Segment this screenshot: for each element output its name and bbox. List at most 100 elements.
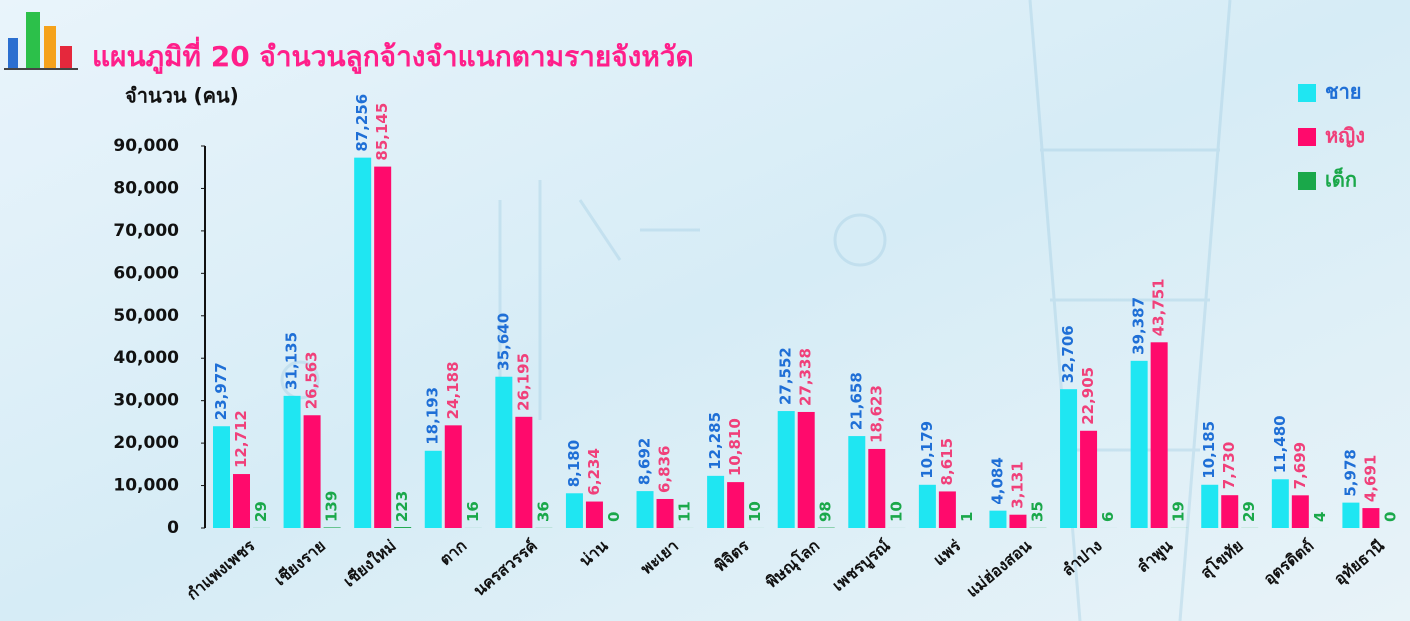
bar <box>213 426 230 528</box>
value-label: 139 <box>323 491 341 522</box>
value-label: 10 <box>746 501 764 522</box>
value-label: 32,706 <box>1059 325 1077 383</box>
legend-label: หญิง <box>1325 124 1365 148</box>
value-label: 11,480 <box>1271 415 1289 473</box>
bar <box>374 166 392 528</box>
bar <box>868 448 886 528</box>
value-label: 8,180 <box>565 440 583 487</box>
logo <box>4 12 78 70</box>
logo-bar <box>60 46 72 68</box>
value-label: 36 <box>534 501 552 522</box>
bar <box>938 491 956 528</box>
bar <box>797 411 815 528</box>
y-tick-label: 20,000 <box>113 433 179 453</box>
value-label: 8,692 <box>636 438 654 485</box>
value-label: 16 <box>464 501 482 522</box>
legend-swatch <box>1298 172 1316 190</box>
bar <box>1060 389 1078 528</box>
value-label: 31,135 <box>283 332 301 390</box>
value-label: 29 <box>252 501 270 522</box>
bar <box>565 493 583 528</box>
value-label: 11 <box>676 501 694 522</box>
y-tick-label: 30,000 <box>113 391 179 411</box>
bar <box>918 484 936 528</box>
bar <box>1271 479 1289 528</box>
value-label: 35,640 <box>494 313 512 371</box>
bar <box>727 482 745 528</box>
bar <box>283 395 301 528</box>
bar <box>1150 342 1168 528</box>
bar <box>777 411 795 528</box>
value-label: 6,836 <box>656 446 674 493</box>
value-label: 26,563 <box>303 351 321 409</box>
value-label: 87,256 <box>353 94 371 152</box>
value-label: 10,810 <box>726 418 744 476</box>
value-label: 21,658 <box>847 372 865 430</box>
legend-swatch <box>1298 128 1316 146</box>
y-tick-label: 0 <box>167 518 179 538</box>
legend-label: เด็ก <box>1325 167 1357 192</box>
bar <box>848 436 866 528</box>
legend-swatch <box>1298 84 1316 102</box>
y-tick-label: 90,000 <box>113 136 179 156</box>
value-label: 27,552 <box>777 347 795 405</box>
value-label: 22,905 <box>1079 367 1097 425</box>
y-tick-label: 80,000 <box>113 178 179 198</box>
legend-label: ชาย <box>1325 80 1362 104</box>
value-label: 29 <box>1240 501 1258 522</box>
value-label: 10,185 <box>1200 421 1218 479</box>
value-label: 26,195 <box>514 353 532 411</box>
bar <box>444 425 462 528</box>
value-label: 23,977 <box>212 362 230 420</box>
value-label: 6 <box>1099 512 1117 522</box>
logo-bar <box>26 12 40 68</box>
bar <box>1362 508 1380 528</box>
value-label: 43,751 <box>1150 278 1168 336</box>
bar <box>303 415 321 528</box>
value-label: 0 <box>1381 512 1399 522</box>
logo-bar <box>44 26 56 68</box>
value-label: 39,387 <box>1130 297 1148 355</box>
bar <box>394 527 412 528</box>
y-tick-label: 10,000 <box>113 476 179 496</box>
bar <box>585 501 603 528</box>
value-label: 18,193 <box>424 387 442 445</box>
value-label: 4 <box>1311 512 1329 522</box>
value-label: 19 <box>1170 501 1188 522</box>
bar <box>1221 495 1239 528</box>
value-label: 12,712 <box>232 410 250 468</box>
bar <box>233 474 250 528</box>
value-label: 4,691 <box>1361 455 1379 502</box>
decoration <box>280 0 1232 621</box>
bar <box>1130 360 1148 528</box>
bar <box>354 157 372 528</box>
value-label: 223 <box>393 491 411 522</box>
y-tick-label: 50,000 <box>113 306 179 326</box>
value-label: 35 <box>1028 501 1046 522</box>
bar <box>707 475 725 528</box>
value-label: 85,145 <box>373 103 391 161</box>
value-label: 6,234 <box>585 448 603 495</box>
y-axis-label: จำนวน (คน) <box>125 84 239 108</box>
value-label: 5,978 <box>1341 449 1359 496</box>
logo-bar <box>8 38 18 68</box>
bar <box>515 416 533 528</box>
bar <box>1291 495 1309 528</box>
y-tick-label: 70,000 <box>113 221 179 241</box>
value-label: 12,285 <box>706 412 724 470</box>
bar <box>989 510 1007 528</box>
value-label: 10,179 <box>918 421 936 479</box>
bar <box>1080 430 1098 528</box>
value-label: 7,730 <box>1220 442 1238 489</box>
value-label: 1 <box>958 512 976 522</box>
bar <box>1201 484 1219 528</box>
value-label: 3,131 <box>1008 461 1026 508</box>
bar <box>636 491 654 528</box>
value-label: 98 <box>817 501 835 522</box>
value-label: 27,338 <box>797 348 815 406</box>
y-tick-label: 40,000 <box>113 348 179 368</box>
value-label: 7,699 <box>1291 442 1309 489</box>
value-label: 10 <box>887 501 905 522</box>
